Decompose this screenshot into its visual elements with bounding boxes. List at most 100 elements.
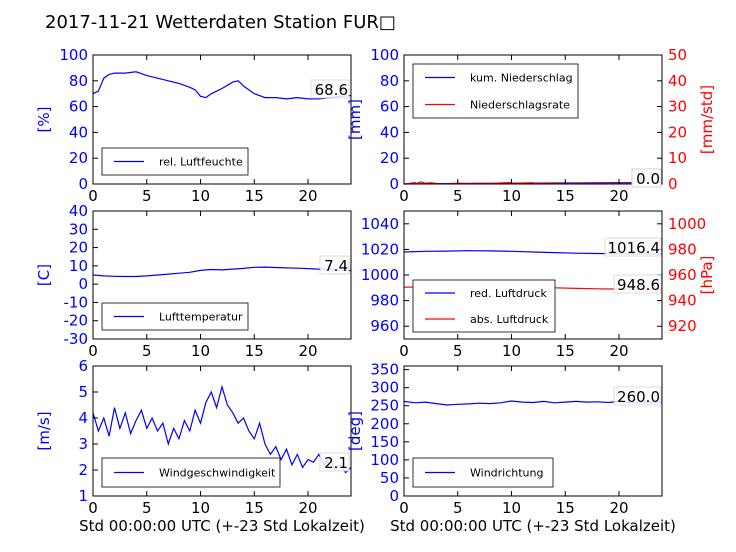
- y-tick-label: 40: [69, 202, 88, 220]
- y-tick-label: 980: [370, 292, 399, 310]
- y-tick-label: 1: [78, 487, 88, 505]
- chart-panel-5: 0 5 10 15 20 1 2 3 4 5 6 [m/s] Windgeschwindigkeit 2.…: [35, 357, 352, 517]
- current-value-label: 948.6: [617, 276, 660, 294]
- legend-label: abs. Luftdruck: [470, 313, 549, 326]
- chart-panel-4: 0 5 10 15 20 960 980 1000 1020 1040 920 940 960 980 10…: [361, 210, 716, 360]
- y-tick-label: 350: [370, 361, 399, 379]
- x-tick-label: 15: [556, 187, 575, 205]
- y-tick-label: 100: [59, 46, 88, 64]
- y-tick-label: 200: [370, 415, 399, 433]
- series-line-1: [92, 266, 352, 278]
- x-tick-label: 5: [453, 499, 463, 517]
- y-right-tick-label: 940: [668, 292, 697, 310]
- y-tick-label: 2: [78, 461, 88, 479]
- x-tick-label: 5: [142, 187, 152, 205]
- value-label-box: [319, 255, 350, 275]
- y-axis-label: [mm]: [346, 99, 364, 140]
- x-tick-label: 10: [502, 342, 521, 360]
- plot-frame: [403, 365, 663, 497]
- chart-panel-1: 0 5 10 15 20 0 20 40 60 80 100 [%] rel. Luftfeuchte 6…: [35, 46, 352, 205]
- legend-box: [412, 457, 554, 488]
- y-tick-label: 80: [380, 72, 399, 90]
- y-right-tick-label: 20: [668, 123, 687, 141]
- legend-label: kum. Niederschlag: [470, 72, 573, 85]
- y-tick-label: 30: [69, 220, 88, 238]
- x-tick-label: 5: [142, 499, 152, 517]
- y-tick-label: 60: [380, 98, 399, 116]
- y-tick-label: 100: [370, 451, 399, 469]
- legend-label: red. Luftdruck: [470, 287, 547, 300]
- y-tick-label: 960: [370, 317, 399, 335]
- legend-label: rel. Luftfeuchte: [159, 156, 243, 169]
- legend-label: Lufttemperatur: [159, 311, 243, 324]
- y-axis-label: [%]: [35, 107, 53, 133]
- chart-panel-6: 0 5 10 15 20050100150200250300350[deg]Windri…: [346, 361, 663, 517]
- y-tick-label: 20: [380, 149, 399, 167]
- y-tick-label: 50: [380, 469, 399, 487]
- x-tick-label: 15: [245, 187, 264, 205]
- y-right-tick-label: 0: [668, 175, 678, 193]
- y-tick-label: 20: [69, 149, 88, 167]
- y-right-tick-label: 40: [668, 72, 687, 90]
- y-tick-label: 40: [380, 123, 399, 141]
- current-value-label: 1016.4: [608, 239, 661, 257]
- y-tick-label: 1020: [361, 240, 399, 258]
- y-tick-label: 250: [370, 397, 399, 415]
- x-tick-label: 0: [88, 499, 98, 517]
- x-tick-label: 10: [502, 187, 521, 205]
- figure-title: 2017-11-21 Wetterdaten Station FUR□: [45, 12, 396, 33]
- legend-box: [412, 279, 556, 333]
- value-label-box: [604, 237, 662, 257]
- plot-frame: [403, 54, 663, 185]
- value-label-box: [319, 452, 350, 472]
- current-value-label: 7.4: [324, 257, 348, 275]
- y-tick-label: -30: [64, 330, 89, 348]
- x-tick-label: 5: [453, 187, 463, 205]
- y-tick-label: 5: [78, 383, 88, 401]
- y-right-tick-label: 1000: [668, 215, 706, 233]
- x-axis-label-left: Std 00:00:00 UTC (+-23 Std Lokalzeit): [79, 517, 365, 535]
- plot-frame: [92, 54, 352, 185]
- x-tick-label: 0: [88, 342, 98, 360]
- plot-frame: [92, 365, 352, 497]
- x-tick-label: 0: [399, 342, 409, 360]
- x-tick-label: 20: [609, 342, 628, 360]
- y-tick-label: 4: [78, 409, 88, 427]
- legend-label: Niederschlagsrate: [470, 99, 570, 112]
- y-right-axis-label: [mm/std]: [698, 85, 716, 154]
- y-tick-label: 100: [370, 46, 399, 64]
- y-right-tick-label: 960: [668, 266, 697, 284]
- x-tick-label: 20: [609, 187, 628, 205]
- y-right-tick-label: 920: [668, 317, 697, 335]
- y-tick-label: 0: [78, 175, 88, 193]
- y-right-tick-label: 50: [668, 46, 687, 64]
- x-tick-label: 20: [298, 342, 317, 360]
- x-tick-label: 0: [399, 499, 409, 517]
- y-right-axis-label: [hPa]: [698, 256, 716, 295]
- y-tick-label: 10: [69, 257, 88, 275]
- x-tick-label: 5: [142, 342, 152, 360]
- y-tick-label: 0: [389, 175, 399, 193]
- y-axis-label: [m/s]: [35, 411, 53, 450]
- chart-panel-3: 0 5 10 15 20-30-20-10010203040[C]Lufttempera…: [35, 202, 352, 360]
- y-tick-label: 60: [69, 98, 88, 116]
- x-tick-label: 15: [245, 499, 264, 517]
- y-tick-label: 150: [370, 433, 399, 451]
- value-label-box: [631, 168, 662, 188]
- y-tick-label: 3: [78, 435, 88, 453]
- y-axis-label: [deg]: [346, 411, 364, 451]
- y-tick-label: -10: [64, 293, 89, 311]
- y-axis-label: [C]: [35, 264, 53, 286]
- y-tick-label: 0: [389, 487, 399, 505]
- y-tick-label: 0: [78, 275, 88, 293]
- value-label-box: [613, 386, 662, 406]
- y-tick-label: -20: [64, 312, 89, 330]
- chart-panel-2: 0 5 10 15 20 0 20 40 60 80 100 0 10 20 30 40 50 [mm] [mm/s…: [346, 46, 716, 205]
- y-tick-label: 80: [69, 72, 88, 90]
- series-line-1: [92, 384, 352, 474]
- current-value-label: 68.6: [315, 81, 348, 99]
- x-tick-label: 20: [298, 499, 317, 517]
- y-tick-label: 40: [69, 123, 88, 141]
